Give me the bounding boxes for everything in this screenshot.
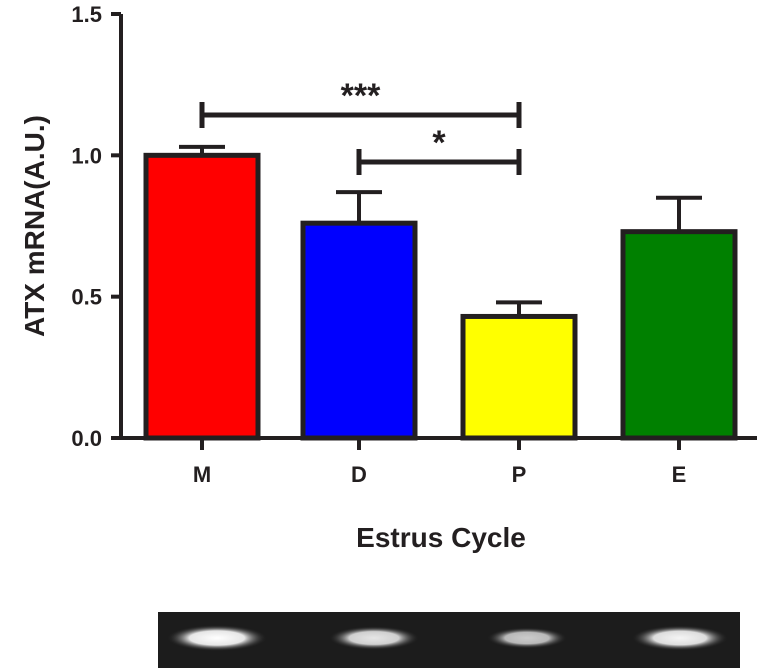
- significance-label: *: [432, 124, 446, 162]
- y-tick-label: 0.5: [71, 285, 102, 310]
- gel-band-e: [632, 625, 728, 651]
- error-bars-group: [179, 144, 702, 317]
- x-tick-label: E: [672, 462, 687, 487]
- bar-d: [300, 220, 418, 441]
- bar-m: [143, 152, 261, 441]
- x-tick-label: M: [193, 462, 211, 487]
- y-ticks-group: 0.0 0.5 1.0 1.5: [71, 2, 121, 451]
- gel-image: [158, 612, 740, 668]
- gel-band-m: [167, 625, 267, 651]
- y-tick-label: 1.5: [71, 2, 102, 27]
- significance-label: ***: [341, 77, 381, 115]
- significance-group: ****: [199, 77, 522, 175]
- gel-band-p: [487, 627, 567, 649]
- y-tick-label: 0.0: [71, 426, 102, 451]
- gel-band-d: [329, 626, 419, 650]
- bars-group: [143, 152, 738, 441]
- y-axis-title: ATX mRNA(A.U.): [19, 115, 50, 337]
- bar-p: [460, 313, 578, 441]
- gel-bands-group: [167, 625, 728, 651]
- x-tick-label: D: [351, 462, 367, 487]
- x-tick-label: P: [512, 462, 527, 487]
- x-axis-title: Estrus Cycle: [356, 522, 526, 553]
- y-tick-label: 1.0: [71, 143, 102, 168]
- bar-e: [620, 229, 738, 441]
